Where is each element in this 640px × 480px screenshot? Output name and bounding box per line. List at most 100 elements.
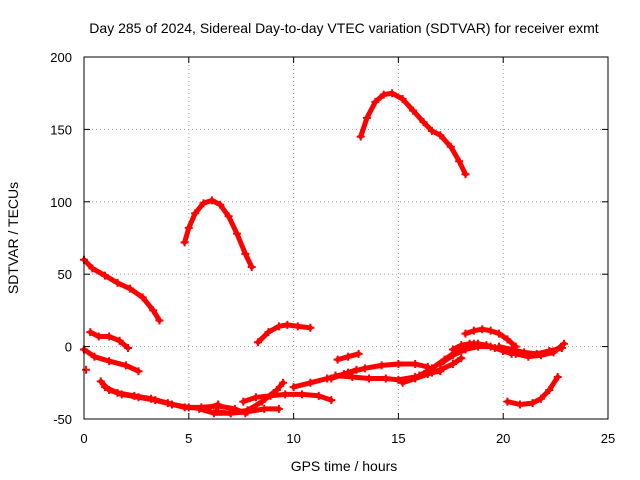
data-point (528, 399, 537, 408)
data-point (289, 383, 298, 392)
data-point (486, 342, 495, 351)
data-point (409, 106, 418, 115)
data-point (86, 328, 95, 337)
data-point (126, 284, 135, 293)
axis-ticks: 0 5 10 15 20 25 -50 0 50 100 150 200 (50, 50, 615, 446)
data-point (264, 328, 273, 337)
data-point (356, 132, 365, 141)
data-point (469, 326, 478, 335)
data-point (348, 373, 357, 382)
data-point (419, 118, 428, 127)
series-arc-1 (80, 255, 164, 325)
data-point (331, 371, 340, 380)
data-point (371, 97, 380, 106)
data-point (455, 157, 464, 166)
series-arc-2 (180, 196, 256, 271)
series-line (102, 384, 248, 416)
data-point (545, 346, 554, 355)
data-point (327, 374, 336, 383)
series-outlier (82, 365, 91, 374)
data-point (121, 361, 130, 370)
data-point (214, 401, 223, 410)
x-tick-label: 10 (286, 431, 300, 446)
series-line (255, 322, 313, 345)
series-arc-22 (495, 342, 566, 358)
data-point (553, 373, 562, 382)
data-point (365, 374, 374, 383)
y-tick-label: 0 (65, 340, 72, 355)
series-arc-9 (212, 378, 288, 418)
data-point (436, 359, 445, 368)
data-point (279, 378, 288, 387)
data-point (448, 359, 457, 368)
y-tick-label: 100 (50, 195, 72, 210)
data-point (474, 342, 483, 351)
series-arc-13 (333, 349, 363, 364)
data-point (283, 320, 292, 329)
data-point (94, 332, 103, 341)
data-point (545, 386, 554, 395)
data-point (520, 348, 529, 357)
data-point (82, 365, 91, 374)
data-point (130, 391, 139, 400)
data-point (377, 361, 386, 370)
data-point (448, 351, 457, 360)
data-point (105, 332, 114, 341)
data-point (532, 349, 541, 358)
data-point (398, 378, 407, 387)
series-arc-11 (239, 390, 336, 406)
x-axis-label: GPS time / hours (291, 458, 398, 474)
data-point (100, 383, 109, 392)
data-point (233, 229, 242, 238)
data-point (461, 345, 470, 354)
data-point (90, 352, 99, 361)
plot-frame (83, 56, 609, 420)
series-arc-4 (86, 328, 133, 353)
data-point (388, 89, 397, 98)
x-tick-label: 25 (601, 431, 615, 446)
data-point (457, 354, 466, 363)
data-point (503, 397, 512, 406)
data-point (333, 355, 342, 364)
data-point (314, 391, 323, 400)
y-tick-label: 50 (58, 267, 72, 282)
chart-title: Day 285 of 2024, Sidereal Day-to-day VTE… (89, 20, 598, 36)
x-tick-label: 15 (391, 431, 405, 446)
series-line (182, 197, 255, 270)
data-traces (80, 89, 568, 418)
data-point (394, 359, 403, 368)
data-point (559, 339, 568, 348)
data-point (446, 142, 455, 151)
data-point (191, 209, 200, 218)
data-point (515, 400, 524, 409)
data-point (486, 326, 495, 335)
data-point (88, 264, 97, 273)
series-arc-5 (80, 345, 143, 376)
series-arc-20 (461, 325, 520, 351)
data-point (105, 357, 114, 366)
y-tick-label: 200 (50, 50, 72, 65)
data-point (149, 306, 158, 315)
data-point (266, 391, 275, 400)
data-point (354, 349, 363, 358)
series-arc-14 (327, 359, 432, 383)
data-point (247, 262, 256, 271)
data-point (306, 378, 315, 387)
data-point (96, 377, 105, 386)
data-point (155, 316, 164, 325)
data-point (212, 407, 221, 416)
data-point (415, 371, 424, 380)
data-point (134, 367, 143, 376)
data-point (398, 94, 407, 103)
data-point (411, 374, 420, 383)
series-arc-10 (253, 320, 315, 347)
data-point (557, 344, 566, 353)
series-arc-3 (356, 89, 470, 179)
data-point (327, 396, 336, 405)
data-point (478, 325, 487, 334)
data-point (147, 394, 156, 403)
data-point (394, 375, 403, 384)
data-point (251, 393, 260, 402)
data-point (195, 404, 204, 413)
data-point (536, 394, 545, 403)
